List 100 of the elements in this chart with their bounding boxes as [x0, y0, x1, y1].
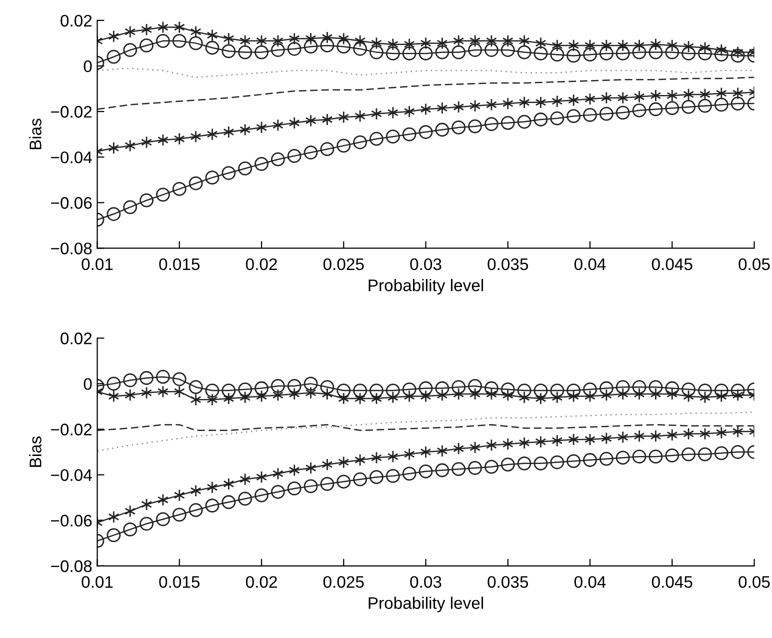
point	[387, 38, 398, 51]
point	[288, 32, 300, 45]
point	[666, 428, 678, 442]
point	[322, 388, 333, 400]
y-tick-label: −0.04	[51, 151, 92, 164]
x-tick-label: 0.05	[738, 576, 770, 588]
point	[254, 381, 268, 396]
point	[370, 470, 384, 484]
x-tick-label: 0.015	[159, 258, 200, 270]
point	[188, 503, 203, 518]
point	[699, 428, 710, 440]
point	[600, 39, 612, 52]
point	[453, 388, 464, 400]
point	[698, 384, 712, 398]
point	[287, 148, 302, 163]
point	[320, 142, 334, 156]
point	[568, 390, 580, 402]
x-tick-label: 0.035	[488, 576, 528, 588]
point	[468, 43, 482, 57]
point	[682, 382, 696, 396]
point	[665, 45, 680, 60]
point	[338, 456, 350, 469]
point	[106, 207, 121, 221]
y-axis-title: Bias	[29, 436, 42, 467]
point	[404, 38, 415, 51]
point	[338, 32, 350, 45]
point	[320, 380, 334, 394]
point	[436, 388, 448, 402]
point	[420, 36, 432, 50]
point	[205, 40, 220, 55]
point	[470, 441, 481, 454]
point	[353, 472, 368, 486]
point	[223, 392, 234, 405]
x-tick-label: 0.05	[738, 258, 770, 270]
point	[106, 528, 121, 542]
point	[550, 111, 564, 126]
point	[272, 388, 284, 402]
point	[387, 450, 398, 463]
y-tick-label: −0.02	[51, 106, 92, 118]
point	[304, 479, 318, 494]
point	[714, 446, 728, 460]
x-tick-label: 0.03	[410, 576, 442, 588]
point	[270, 484, 285, 499]
point	[550, 48, 564, 62]
y-tick-label: −0.08	[51, 242, 92, 254]
point	[420, 390, 432, 402]
point	[336, 474, 351, 489]
point	[174, 132, 185, 146]
point	[172, 34, 186, 48]
y-tick-label: 0	[84, 60, 92, 72]
y-axis-title: Bias	[29, 118, 42, 150]
point	[584, 39, 596, 52]
point	[453, 100, 464, 114]
point	[552, 434, 563, 447]
point	[634, 388, 645, 400]
point	[583, 48, 597, 62]
point	[632, 380, 646, 394]
point	[254, 45, 268, 60]
point	[617, 92, 628, 104]
point	[648, 45, 663, 60]
point	[370, 36, 382, 50]
point	[732, 46, 744, 59]
point	[272, 118, 284, 132]
point	[174, 489, 185, 502]
point	[156, 370, 170, 384]
point	[502, 438, 514, 450]
y-tick-label: 0.02	[60, 14, 92, 27]
point	[188, 380, 203, 394]
point	[354, 110, 366, 122]
point	[714, 98, 728, 112]
point	[534, 384, 548, 398]
point	[108, 142, 120, 154]
point	[632, 103, 646, 118]
point	[141, 386, 152, 400]
point	[698, 447, 712, 462]
point	[172, 372, 186, 386]
point	[354, 34, 366, 48]
x-tick-label: 0.01	[82, 258, 113, 270]
point	[354, 392, 366, 405]
point	[336, 384, 351, 398]
point	[435, 463, 450, 478]
point	[534, 456, 548, 470]
point	[730, 48, 745, 63]
point	[568, 94, 580, 106]
y-tick-label: −0.04	[51, 469, 92, 482]
point	[468, 461, 482, 475]
point	[418, 125, 433, 139]
point	[518, 436, 530, 450]
point	[699, 41, 710, 54]
point	[304, 376, 318, 391]
point	[634, 90, 645, 103]
point	[174, 385, 185, 398]
point	[436, 102, 448, 114]
point	[124, 26, 136, 38]
point	[172, 182, 186, 196]
point	[270, 152, 285, 166]
point	[287, 379, 302, 393]
point	[240, 473, 251, 486]
point	[518, 391, 530, 404]
point	[616, 46, 630, 60]
